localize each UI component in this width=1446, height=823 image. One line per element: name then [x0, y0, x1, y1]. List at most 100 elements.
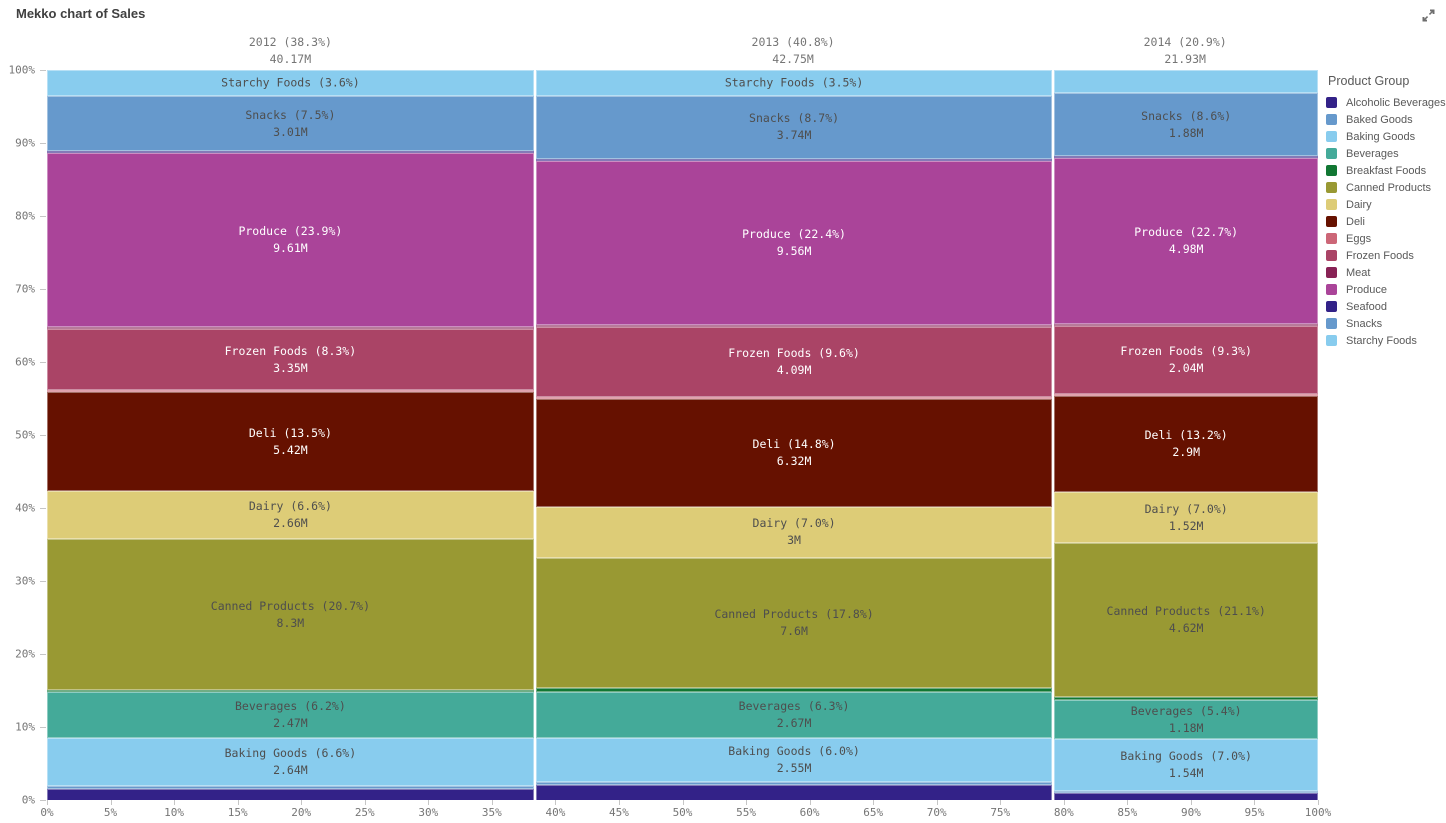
segment-2014-eggs[interactable] — [1054, 393, 1318, 396]
segment-value-label: 9.56M — [776, 243, 812, 258]
x-axis-tick — [491, 800, 493, 805]
segment-value-label: 1.52M — [1168, 518, 1204, 533]
segment-2013-meat[interactable] — [535, 324, 1053, 327]
x-axis: 0% 5% 10% 15% 20% 25% 30% 35% 40% 45% 50% 55% 60% 65%… — [40, 800, 1331, 823]
segment-2012-baked-goods[interactable] — [47, 785, 534, 789]
segment-2014-produce[interactable]: Produce (22.7%) 4.98M — [1054, 158, 1318, 324]
segment-value-label: 2.04M — [1168, 360, 1204, 375]
segment-2013-breakfast-foods[interactable] — [535, 687, 1053, 693]
y-axis-label: 0% — [21, 793, 35, 807]
legend-title: Product Group — [1328, 74, 1410, 88]
x-axis-label: 30% — [418, 806, 439, 819]
legend-item-deli[interactable]: Deli — [1326, 216, 1444, 228]
segment-2012-baking-goods[interactable]: Baking Goods (6.6%) 2.64M — [47, 737, 534, 786]
segment-2012-seafood[interactable] — [47, 151, 534, 154]
legend-item-snacks[interactable]: Snacks — [1326, 317, 1444, 330]
segment-name-label: Dairy (7.0%) — [1144, 501, 1228, 516]
y-axis-label: 10% — [15, 720, 35, 734]
segment-2014-baking-goods[interactable]: Baking Goods (7.0%) 1.54M — [1054, 739, 1318, 791]
segment-2012-deli[interactable]: Deli (13.5%) 5.42M — [47, 392, 534, 491]
column-2013: Starchy Foods (3.5%) Snacks (8.7%) 3.74M Pr… — [533, 70, 1053, 800]
segment-2014-dairy[interactable]: Dairy (7.0%) 1.52M — [1054, 492, 1318, 544]
segment-name-label: Canned Products (17.8%) — [714, 606, 874, 621]
segment-2014-snacks[interactable]: Snacks (8.6%) 1.88M — [1054, 93, 1318, 157]
segment-2013-deli[interactable]: Deli (14.8%) 6.32M — [535, 398, 1053, 507]
segment-2014-deli[interactable]: Deli (13.2%) 2.9M — [1054, 395, 1318, 493]
legend-item-alcoholic-beverages[interactable]: Alcoholic Beverages — [1326, 97, 1446, 109]
segment-2013-eggs[interactable] — [535, 396, 1053, 399]
segment-2014-frozen-foods[interactable]: Frozen Foods (9.3%) 2.04M — [1054, 325, 1318, 394]
legend-swatch — [1326, 318, 1337, 329]
segment-2013-alcoholic-beverages[interactable] — [535, 784, 1053, 800]
x-axis-tick — [1318, 800, 1319, 805]
segment-name-label: Frozen Foods (8.3%) — [224, 343, 357, 358]
segment-2014-beverages[interactable]: Beverages (5.4%) 1.18M — [1054, 700, 1318, 740]
segment-2013-dairy[interactable]: Dairy (7.0%) 3M — [535, 506, 1053, 558]
segment-2012-beverages[interactable]: Beverages (6.2%) 2.47M — [47, 692, 534, 738]
fullscreen-button[interactable] — [1418, 5, 1438, 25]
legend-item-label: Frozen Foods — [1346, 249, 1414, 262]
segment-2012-breakfast-foods[interactable] — [47, 690, 534, 693]
segment-2013-produce[interactable]: Produce (22.4%) 9.56M — [535, 161, 1053, 325]
legend-item-breakfast-foods[interactable]: Breakfast Foods — [1326, 164, 1444, 177]
legend-item-dairy[interactable]: Dairy — [1326, 199, 1444, 211]
segment-2013-seafood[interactable] — [535, 159, 1053, 162]
segment-2014-baked-goods[interactable] — [1054, 790, 1318, 794]
segment-2014-seafood[interactable] — [1054, 156, 1318, 159]
segment-2012-frozen-foods[interactable]: Frozen Foods (8.3%) 3.35M — [47, 329, 534, 391]
y-axis-tick — [40, 800, 46, 801]
segment-2013-baking-goods[interactable]: Baking Goods (6.0%) 2.55M — [535, 738, 1053, 783]
x-axis-label: 50% — [672, 806, 693, 819]
segment-2012-snacks[interactable]: Snacks (7.5%) 3.01M — [47, 96, 534, 152]
legend-item-produce[interactable]: Produce — [1326, 284, 1444, 296]
x-axis-label: 5% — [103, 806, 118, 819]
x-axis-tick — [809, 800, 811, 805]
legend-item-eggs[interactable]: Eggs — [1326, 232, 1444, 245]
legend-item-label: Eggs — [1346, 232, 1372, 245]
legend-item-canned-products[interactable]: Canned Products — [1326, 181, 1444, 194]
legend-item-starchy-foods[interactable]: Starchy Foods — [1326, 335, 1444, 347]
segment-2013-snacks[interactable]: Snacks (8.7%) 3.74M — [535, 95, 1053, 160]
legend-swatch — [1326, 250, 1337, 261]
legend-item-label: Canned Products — [1346, 181, 1431, 194]
legend-item-beverages[interactable]: Beverages — [1326, 147, 1444, 160]
segment-2013-beverages[interactable]: Beverages (6.3%) 2.67M — [535, 692, 1053, 739]
segment-2012-eggs[interactable] — [47, 390, 534, 393]
segment-2012-produce[interactable]: Produce (23.9%) 9.61M — [47, 153, 534, 328]
x-axis-tick — [1254, 800, 1256, 805]
y-axis-label: 70% — [15, 282, 35, 296]
segment-2013-frozen-foods[interactable]: Frozen Foods (9.6%) 4.09M — [535, 326, 1053, 397]
segment-name-label: Canned Products (20.7%) — [210, 598, 371, 613]
segment-2013-canned-products[interactable]: Canned Products (17.8%) 7.6M — [535, 557, 1053, 688]
segment-2012-starchy-foods[interactable]: Starchy Foods (3.6%) — [47, 70, 534, 97]
segment-2014-meat[interactable] — [1054, 323, 1318, 326]
legend-item-meat[interactable]: Meat — [1326, 267, 1444, 279]
legend-item-baked-goods[interactable]: Baked Goods — [1326, 114, 1444, 126]
legend-item-label: Beverages — [1346, 147, 1399, 160]
segment-2012-meat[interactable] — [47, 327, 534, 330]
x-axis-tick — [237, 800, 239, 805]
legend-item-label: Breakfast Foods — [1346, 164, 1427, 177]
legend-item-frozen-foods[interactable]: Frozen Foods — [1326, 249, 1444, 262]
segment-2014-starchy-foods[interactable] — [1054, 70, 1318, 94]
segment-2013-baked-goods[interactable] — [535, 782, 1053, 785]
segment-2013-starchy-foods[interactable]: Starchy Foods (3.5%) — [535, 70, 1053, 96]
segment-2012-alcoholic-beverages[interactable] — [47, 788, 534, 800]
x-axis-label: 100% — [1304, 806, 1332, 819]
segment-2014-breakfast-foods[interactable] — [1054, 697, 1318, 701]
segment-name-label: Snacks (8.7%) — [749, 111, 840, 126]
legend-item-seafood[interactable]: Seafood — [1326, 301, 1444, 313]
segment-name-label: Beverages (6.3%) — [738, 699, 850, 714]
legend-item-baking-goods[interactable]: Baking Goods — [1326, 131, 1444, 143]
segment-name-label: Produce (22.7%) — [1134, 224, 1239, 239]
segment-2012-canned-products[interactable]: Canned Products (20.7%) 8.3M — [47, 538, 534, 691]
segment-value-label: 7.6M — [780, 623, 808, 638]
column-headers: 2012 (38.3%) 40.17M 2013 (40.8%) 42.75M 2014… — [47, 0, 1318, 70]
legend-item-label: Snacks — [1346, 317, 1383, 330]
segment-name-label: Starchy Foods (3.6%) — [221, 75, 360, 90]
segment-value-label: 9.61M — [273, 241, 308, 256]
segment-value-label: 3.74M — [776, 128, 812, 143]
segment-2012-dairy[interactable]: Dairy (6.6%) 2.66M — [47, 490, 534, 539]
segment-2014-alcoholic-beverages[interactable] — [1054, 793, 1318, 800]
segment-2014-canned-products[interactable]: Canned Products (21.1%) 4.62M — [1054, 543, 1318, 698]
